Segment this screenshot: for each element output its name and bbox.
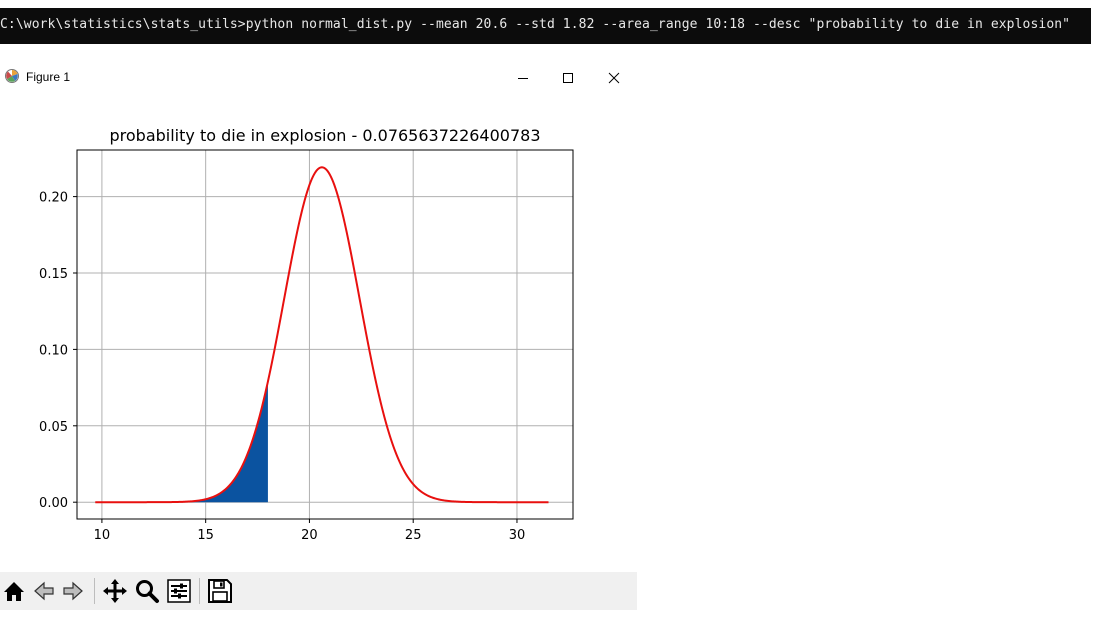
y-tick-label: 0.15 <box>39 267 68 282</box>
forward-icon <box>63 581 83 601</box>
minimize-icon <box>518 78 528 79</box>
terminal-command-line: C:\work\statistics\stats_utils>python no… <box>0 17 1071 32</box>
toolbar-separator <box>199 578 200 604</box>
figure-canvas[interactable]: 10 15 20 25 30 0.00 0.05 0.10 0.15 0.20 probabili… <box>0 92 637 570</box>
x-tick-label: 10 <box>94 528 111 543</box>
normal-pdf-curve <box>95 166 549 504</box>
y-tick-label: 0.10 <box>39 343 68 358</box>
navigation-toolbar <box>0 572 637 610</box>
chart-svg: 10 15 20 25 30 0.00 0.05 0.10 0.15 0.20 probabili… <box>39 126 574 543</box>
x-tick-label: 30 <box>509 528 526 543</box>
x-tick-label: 25 <box>405 528 422 543</box>
x-tick-label: 15 <box>197 528 214 543</box>
forward-button[interactable] <box>59 576 87 606</box>
shaded-probability-area <box>101 381 268 503</box>
figure-title-bar[interactable]: Figure 1 <box>0 62 637 92</box>
y-tick-label: 0.05 <box>39 420 68 435</box>
maximize-icon <box>563 73 573 83</box>
zoom-button[interactable] <box>133 576 161 606</box>
matplotlib-icon <box>4 68 20 84</box>
close-icon <box>608 72 620 84</box>
pan-button[interactable] <box>101 576 129 606</box>
minimize-button[interactable] <box>500 66 546 90</box>
axes-frame <box>76 149 574 520</box>
maximize-button[interactable] <box>545 66 591 90</box>
window-title: Figure 1 <box>26 70 71 84</box>
home-button[interactable] <box>0 576 28 606</box>
configure-subplots-button[interactable] <box>165 576 193 606</box>
save-button[interactable] <box>206 576 234 606</box>
back-button[interactable] <box>30 576 58 606</box>
configure-subplots-icon <box>167 579 191 603</box>
save-icon <box>208 579 232 603</box>
back-icon <box>34 581 54 601</box>
zoom-icon <box>136 580 159 603</box>
home-icon <box>4 582 24 601</box>
toolbar-separator <box>94 578 95 604</box>
terminal-window: C:\work\statistics\stats_utils>python no… <box>0 8 1091 44</box>
pan-icon <box>103 579 127 603</box>
close-button[interactable] <box>591 66 637 90</box>
x-tick-label: 20 <box>301 528 318 543</box>
chart-title: probability to die in explosion - 0.0765… <box>109 126 540 145</box>
y-tick-label: 0.00 <box>39 496 68 511</box>
y-tick-label: 0.20 <box>39 191 68 206</box>
